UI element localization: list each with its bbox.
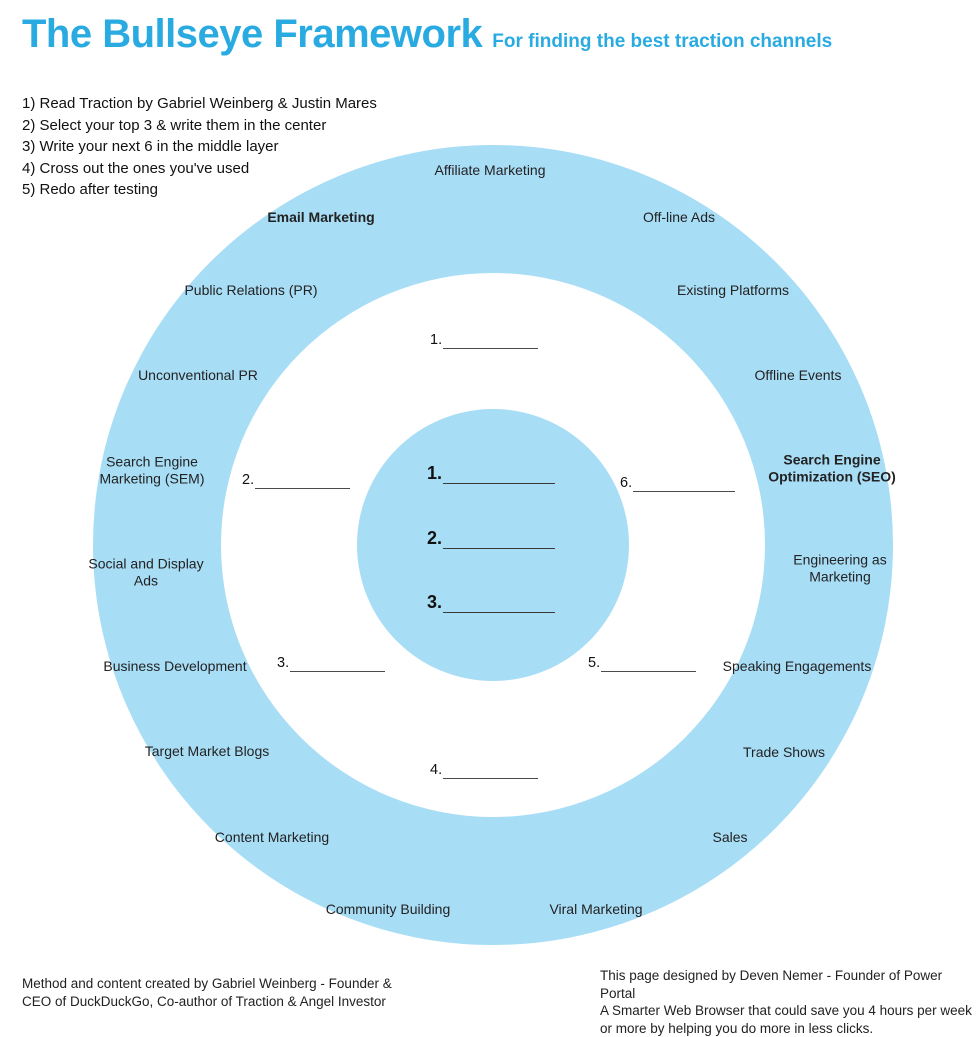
page-header: The Bullseye Framework For finding the b… xyxy=(22,12,832,57)
middle-blank-1: 1. xyxy=(430,331,539,349)
center-blank-3: 3. xyxy=(427,591,556,613)
blank-number: 1. xyxy=(430,332,443,348)
center-blank-1: 1. xyxy=(427,462,556,484)
blank-line xyxy=(633,477,736,492)
blank-line xyxy=(443,531,556,549)
footer-credit-designer: This page designed by Deven Nemer - Foun… xyxy=(600,968,972,1036)
channel-label-viral-marketing: Viral Marketing xyxy=(549,900,643,917)
channel-label-target-market-blogs: Target Market Blogs xyxy=(144,742,270,759)
blank-number: 3. xyxy=(427,592,443,612)
blank-number: 5. xyxy=(588,655,601,671)
channel-label-content-marketing: Content Marketing xyxy=(214,828,330,845)
blank-number: 6. xyxy=(620,475,633,491)
channel-label-business-development: Business Development xyxy=(103,657,247,674)
blank-number: 1. xyxy=(427,463,443,483)
channel-label-sales: Sales xyxy=(712,828,748,845)
middle-blank-5: 5. xyxy=(588,654,697,672)
blank-line xyxy=(601,657,697,672)
channel-label-speaking-engagements: Speaking Engagements xyxy=(722,657,872,674)
blank-line xyxy=(443,595,556,613)
channel-label-offline-events: Offline Events xyxy=(754,366,842,383)
instruction-step-4: 4) Cross out the ones you've used xyxy=(22,159,250,177)
channel-label-trade-shows: Trade Shows xyxy=(743,743,825,760)
channel-label-email-marketing: Email Marketing xyxy=(267,208,375,225)
channel-label-affiliate-marketing: Affiliate Marketing xyxy=(434,161,546,178)
instruction-step-2: 2) Select your top 3 & write them in the… xyxy=(22,116,327,134)
middle-blank-2: 2. xyxy=(242,471,351,489)
channel-label-existing-platforms: Existing Platforms xyxy=(676,281,790,298)
middle-blank-6: 6. xyxy=(620,474,736,492)
blank-line xyxy=(290,657,386,672)
blank-line xyxy=(443,334,539,349)
footer-credit-author: Method and content created by Gabriel We… xyxy=(22,976,392,1009)
instruction-step-1: 1) Read Traction by Gabriel Weinberg & J… xyxy=(22,95,377,112)
channel-label-engineering-as-marketing: Engineering as Marketing xyxy=(793,551,887,585)
channel-label-search-engine-marketing: Search Engine Marketing (SEM) xyxy=(99,453,205,487)
inner-circle xyxy=(357,409,629,681)
channel-label-community-building: Community Building xyxy=(325,900,451,917)
channel-label-public-relations: Public Relations (PR) xyxy=(184,281,318,298)
instructions-list: 1) Read Traction by Gabriel Weinberg & J… xyxy=(22,93,377,201)
page-title: The Bullseye Framework xyxy=(22,12,483,56)
channel-label-social-display-ads: Social and Display Ads xyxy=(88,555,204,589)
blank-line xyxy=(443,764,539,779)
blank-line xyxy=(443,466,556,484)
middle-blank-3: 3. xyxy=(277,654,386,672)
instruction-step-5: 5) Redo after testing xyxy=(22,181,158,198)
blank-number: 2. xyxy=(242,472,255,488)
channel-label-search-engine-optimization: Search Engine Optimization (SEO) xyxy=(768,451,896,485)
center-blank-2: 2. xyxy=(427,527,556,549)
blank-number: 4. xyxy=(430,762,443,778)
middle-blank-4: 4. xyxy=(430,761,539,779)
blank-line xyxy=(255,474,351,489)
page-subtitle: For finding the best traction channels xyxy=(492,31,833,52)
channel-label-offline-ads: Off-line Ads xyxy=(642,208,716,225)
blank-number: 3. xyxy=(277,655,290,671)
blank-number: 2. xyxy=(427,528,443,548)
channel-label-unconventional-pr: Unconventional PR xyxy=(138,366,258,383)
instruction-step-3: 3) Write your next 6 in the middle layer xyxy=(22,138,279,155)
